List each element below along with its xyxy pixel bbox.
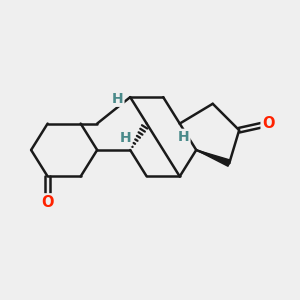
Text: H: H (112, 92, 123, 106)
Text: H: H (119, 131, 131, 146)
Text: O: O (41, 195, 54, 210)
Polygon shape (196, 150, 230, 166)
Text: O: O (262, 116, 275, 131)
Text: H: H (178, 130, 190, 144)
